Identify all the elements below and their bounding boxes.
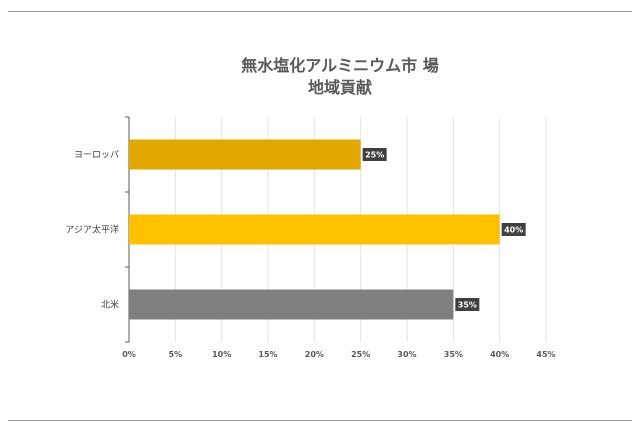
x-tick-label-30: 30% <box>397 350 416 359</box>
bottom-divider <box>8 420 632 421</box>
category-axis <box>125 116 130 343</box>
bar-2 <box>129 214 500 245</box>
data-label-box-2 <box>501 223 526 236</box>
x-tick-label-40: 40% <box>490 350 509 359</box>
data-label-box-1 <box>362 148 387 161</box>
chart-title-line-1: 無水塩化アルミニウム市 場 <box>241 56 439 75</box>
x-tick-label-20: 20% <box>305 350 324 359</box>
data-label-2: 40% <box>504 226 523 235</box>
data-label-box-3 <box>455 298 480 311</box>
x-tick-label-25: 25% <box>351 350 370 359</box>
x-tick-label-45: 45% <box>536 350 555 359</box>
x-axis-tick-labels: 0% 5% 10% 15% 20% 25% 30% 35% 40% 45% <box>122 350 555 359</box>
bar-3 <box>129 289 454 320</box>
x-tick-label-15: 15% <box>258 350 277 359</box>
x-tick-label-5: 5% <box>169 350 183 359</box>
x-tick-label-35: 35% <box>444 350 463 359</box>
data-label-3: 35% <box>458 301 477 310</box>
category-label-1: ヨーロッパ <box>74 150 119 161</box>
data-labels: 25% 40% 35% <box>362 148 526 311</box>
category-label-3: 北米 <box>101 299 119 311</box>
data-label-1: 25% <box>365 151 384 160</box>
x-tick-label-0: 0% <box>122 350 136 359</box>
bar-1 <box>129 139 361 170</box>
x-tick-label-10: 10% <box>212 350 231 359</box>
category-label-2: アジア太平洋 <box>65 224 119 236</box>
chart-title-line-2: 地域貢献 <box>307 78 372 97</box>
chart-title: 無水塩化アルミニウム市 場 地域貢献 <box>130 55 550 99</box>
top-divider <box>8 11 632 12</box>
bars <box>129 139 500 320</box>
